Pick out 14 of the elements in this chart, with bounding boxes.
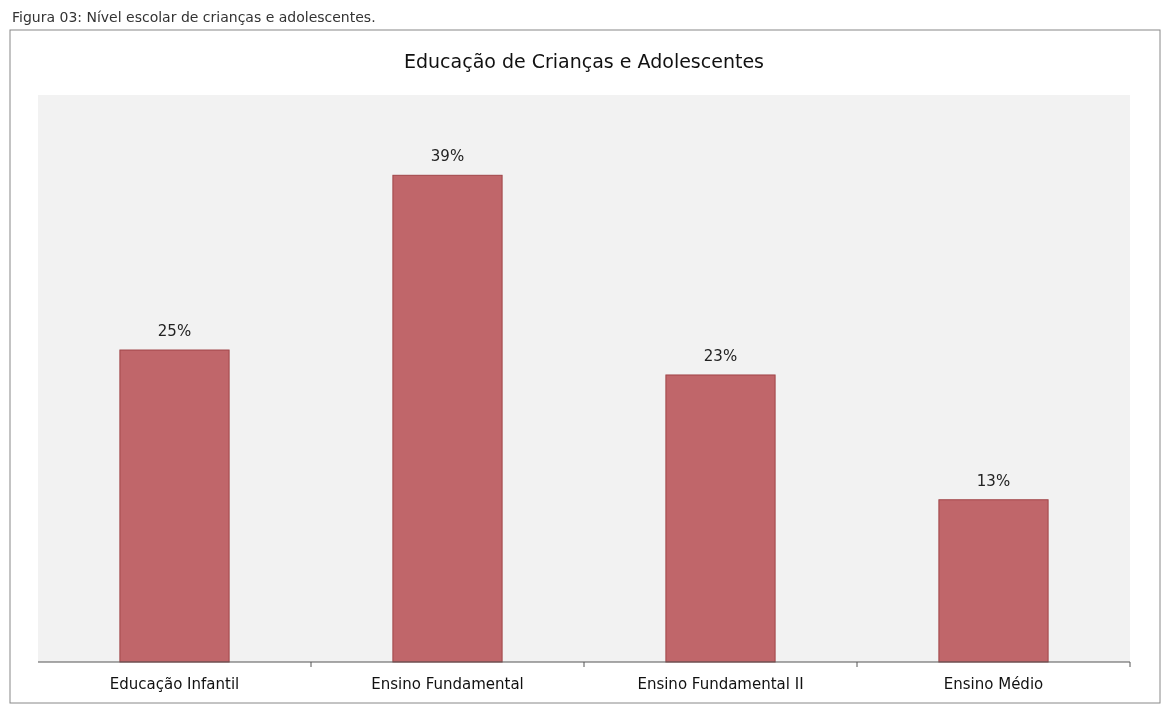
bar bbox=[665, 374, 776, 663]
data-label: 23% bbox=[703, 346, 738, 365]
text: Figura 03: Nível escolar de crianças e adolescentes. bbox=[12, 9, 376, 25]
chart-title: Educação de Crianças e Adolescentes bbox=[404, 50, 764, 72]
x-tick-label: Ensino Médio bbox=[943, 675, 1044, 693]
bar bbox=[938, 499, 1049, 663]
x-tick-label: Ensino Fundamental bbox=[371, 675, 524, 693]
x-tick-label: Educação Infantil bbox=[109, 675, 240, 693]
data-label: 25% bbox=[157, 322, 192, 341]
bar bbox=[119, 349, 230, 663]
x-tick-label: Ensino Fundamental II bbox=[637, 675, 804, 693]
data-label: 13% bbox=[976, 471, 1011, 490]
bar bbox=[392, 174, 503, 663]
data-label: 39% bbox=[430, 147, 465, 166]
